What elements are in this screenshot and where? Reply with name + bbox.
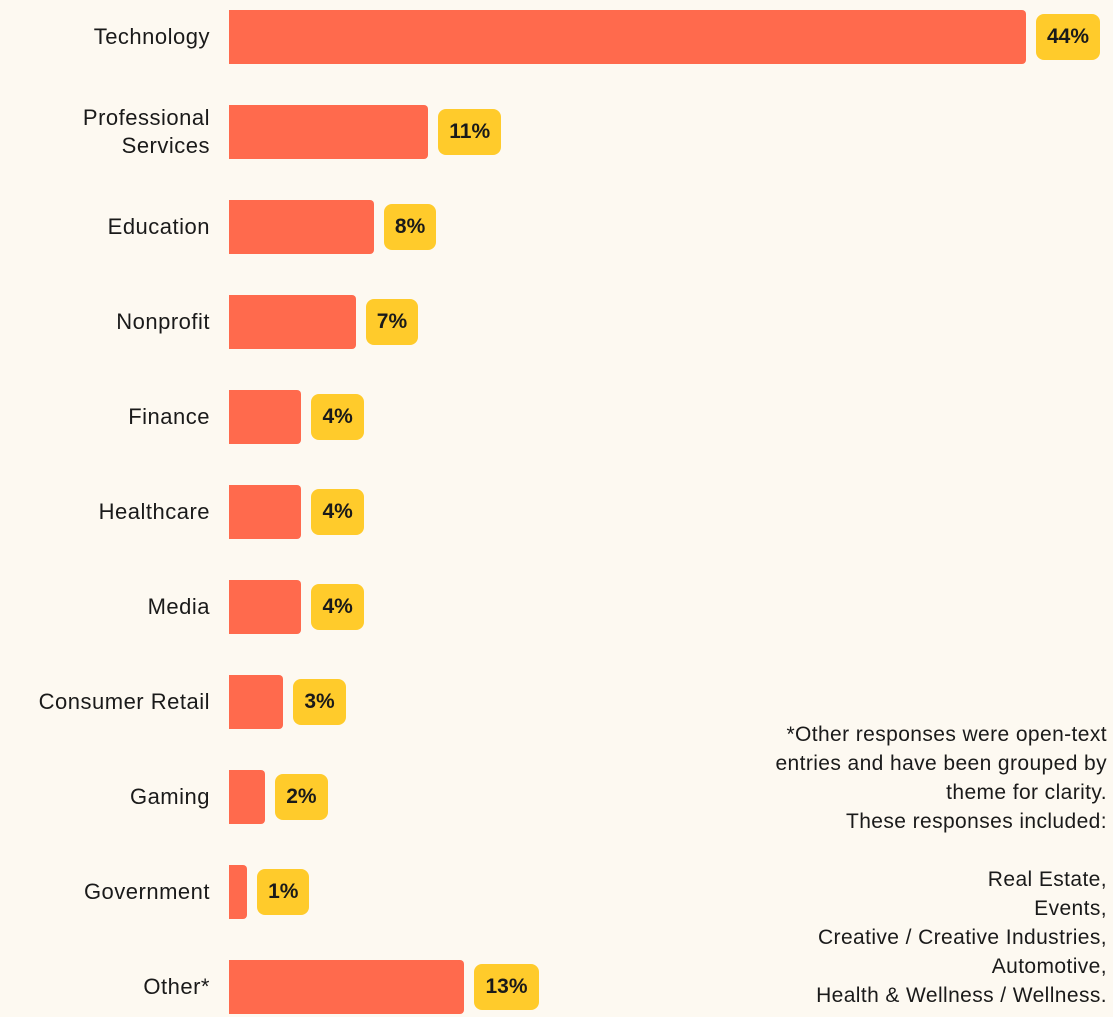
bar <box>229 10 1026 64</box>
bar <box>229 485 302 539</box>
footnote-line: These responses included: <box>846 810 1107 833</box>
value-label: 4% <box>311 394 364 440</box>
bar <box>229 105 429 159</box>
category-label: Other* <box>143 974 210 999</box>
bar <box>229 960 465 1014</box>
category-label: Healthcare <box>98 499 210 524</box>
category-label: Nonprofit <box>116 309 210 334</box>
footnote-line <box>667 836 1107 865</box>
category-label: Consumer Retail <box>38 689 210 714</box>
value-label: 4% <box>311 489 364 535</box>
value-label: 13% <box>474 964 539 1010</box>
value-label: 2% <box>275 774 328 820</box>
category-label: Professional Services <box>82 105 210 158</box>
value-label: 1% <box>257 869 310 915</box>
value-label: 44% <box>1036 14 1101 60</box>
category-label: Gaming <box>129 784 210 809</box>
bar <box>229 200 374 254</box>
category-label: Education <box>107 214 210 239</box>
footnote-line: *Other responses were open-text <box>786 723 1107 746</box>
value-label: 3% <box>293 679 346 725</box>
category-label: Media <box>147 594 210 619</box>
bar <box>229 865 248 919</box>
value-label: 4% <box>311 584 364 630</box>
footnote-line: Creative / Creative Industries, <box>817 926 1107 949</box>
footnote-line: Events, <box>1034 897 1107 920</box>
value-label: 8% <box>383 204 437 250</box>
footnote: *Other responses were open-text entries … <box>667 720 1107 1010</box>
bar <box>229 675 284 729</box>
footnote-line: theme for clarity. <box>946 781 1107 804</box>
bar <box>229 580 302 634</box>
footnote-line: entries and have been grouped by <box>775 752 1107 775</box>
category-label: Finance <box>128 404 210 429</box>
value-label: 7% <box>365 299 419 345</box>
footnote-line: Health & Wellness / Wellness. <box>816 984 1107 1007</box>
value-label: 11% <box>438 109 502 155</box>
bar <box>229 390 302 444</box>
bar <box>229 770 266 824</box>
footnote-line: Automotive, <box>991 955 1107 978</box>
category-label: Government <box>83 879 210 904</box>
footnote-line: Real Estate, <box>987 868 1107 891</box>
bar <box>229 295 356 349</box>
category-label: Technology <box>93 24 210 49</box>
